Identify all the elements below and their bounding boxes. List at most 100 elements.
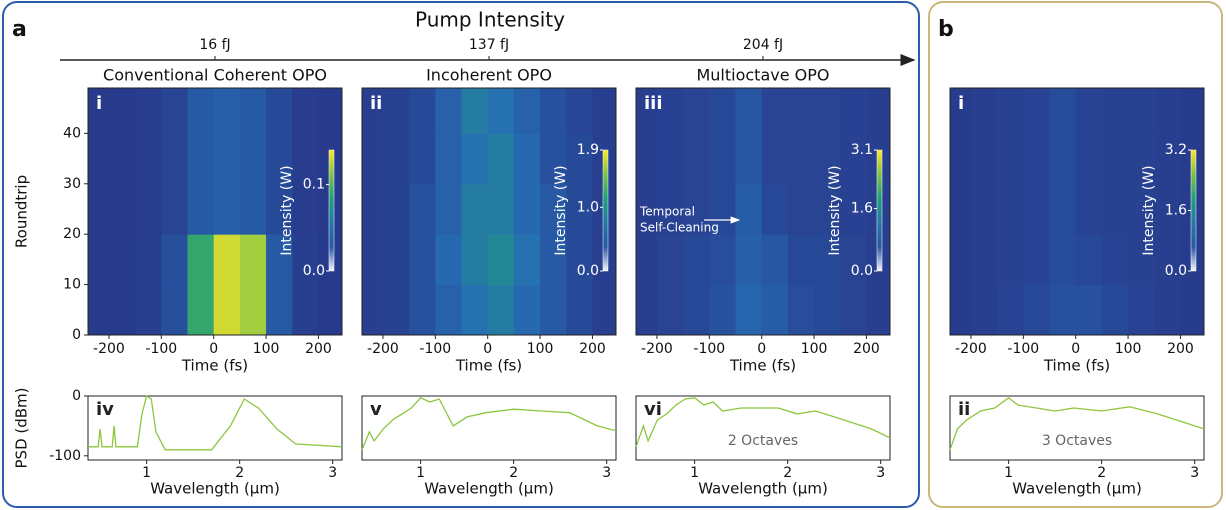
heatmap-cell — [636, 88, 658, 134]
heatmap-cell — [435, 88, 463, 134]
heatmap-cell — [88, 133, 110, 185]
heatmap-cell — [540, 234, 567, 286]
x-tick-label: 2 — [235, 465, 244, 481]
heatmap-cell — [997, 234, 1024, 286]
heatmap-cell — [1154, 183, 1181, 235]
heatmap-cell — [566, 88, 593, 134]
heatmap-cell — [656, 88, 684, 134]
heatmap-cell — [435, 234, 463, 286]
panel-label: ii — [370, 93, 382, 114]
x-tick-label: 200 — [579, 341, 606, 357]
x-tick-label: 2 — [783, 465, 792, 481]
heatmap-cell — [814, 133, 841, 185]
heatmap-cell — [461, 234, 489, 286]
heatmap-cell — [814, 234, 841, 286]
heatmap-cell — [266, 284, 293, 335]
colorbar-tick-label: 1.9 — [577, 142, 599, 158]
heatmap-cell — [656, 183, 684, 235]
heatmap-cell — [840, 88, 867, 134]
pump-level-label: 16 fJ — [199, 37, 230, 53]
heatmap-cell — [187, 284, 215, 335]
heatmap-cell — [840, 183, 867, 235]
heatmap-cell — [950, 284, 972, 335]
panel-label: vi — [644, 399, 662, 420]
y-axis-label: Roundtrip — [13, 175, 31, 248]
heatmap-cell — [1023, 88, 1051, 134]
heatmap-cell — [382, 133, 410, 185]
heatmap-cell — [487, 284, 515, 335]
heatmap-cell — [213, 133, 241, 185]
heatmap-cell — [1180, 88, 1204, 134]
x-tick-label: 100 — [527, 341, 554, 357]
panel-letter: a — [12, 17, 27, 42]
x-tick-label: 200 — [853, 341, 880, 357]
x-axis-label: Wavelength (µm) — [150, 480, 280, 498]
x-tick-label: 0 — [757, 341, 766, 357]
heatmap-cell — [970, 133, 998, 185]
heatmap-cell — [409, 284, 436, 335]
heatmap-cell — [814, 284, 841, 335]
panel-label: v — [370, 399, 382, 420]
plot-frame — [87, 87, 343, 336]
colorbar-tick-label: 3.2 — [1165, 142, 1187, 158]
heatmap-cell — [1180, 284, 1204, 335]
heatmap-cell — [970, 183, 998, 235]
x-axis-label: Time (fs) — [181, 357, 248, 375]
heatmap-cell — [461, 88, 489, 134]
heatmap-cell — [866, 88, 890, 134]
x-axis-label: Wavelength (µm) — [424, 480, 554, 498]
heatmap-cell — [409, 133, 436, 185]
heatmap-cell — [187, 133, 215, 185]
heatmap-cell — [761, 284, 789, 335]
panel-label: iii — [644, 93, 663, 114]
heatmap-cell — [409, 183, 436, 235]
heatmap-cell — [318, 88, 342, 134]
plot-frame — [361, 87, 617, 336]
heatmap-cell — [292, 88, 319, 134]
heatmap-cell — [1023, 234, 1051, 286]
chart-title: Multioctave OPO — [696, 66, 829, 85]
heatmap-cell — [461, 284, 489, 335]
colorbar-label: Intensity (W) — [827, 165, 843, 255]
heatmap-cell — [997, 133, 1024, 185]
x-tick-label: -100 — [419, 341, 451, 357]
heatmap-cell — [1101, 133, 1129, 185]
x-tick-label: 200 — [1167, 341, 1194, 357]
heatmap-cell — [950, 183, 972, 235]
spectrum-line — [361, 397, 617, 451]
heatmap-cell — [840, 133, 867, 185]
x-axis-label: Time (fs) — [729, 357, 796, 375]
heatmap-cell — [761, 133, 789, 185]
heatmap-cell — [187, 88, 215, 134]
heatmap-cell — [409, 88, 436, 134]
heatmap-cell — [709, 133, 737, 185]
y-tick-label: 10 — [63, 277, 81, 293]
colorbar — [876, 149, 883, 272]
heatmap-cell — [266, 88, 293, 134]
heatmap-cell — [1128, 284, 1155, 335]
y-axis-label: PSD (dBm) — [13, 387, 31, 468]
colorbar-tick-label: 3.1 — [851, 142, 873, 158]
panel-b-frame — [928, 1, 1223, 508]
plot-frame — [949, 395, 1205, 461]
heatmap-cell — [487, 133, 515, 185]
heatmap-cell — [1075, 133, 1103, 185]
heatmap-cell — [88, 234, 110, 286]
heatmap-cell — [1023, 284, 1051, 335]
heatmap-cell — [239, 234, 267, 286]
heatmap-cell — [513, 88, 541, 134]
spectrum-line — [949, 396, 1205, 451]
annotation: 2 Octaves — [728, 433, 798, 449]
heatmap-cell — [409, 234, 436, 286]
x-tick-label: -200 — [955, 341, 987, 357]
heatmap-cell — [187, 234, 215, 286]
x-axis-label: Wavelength (µm) — [698, 480, 828, 498]
heatmap-cell — [761, 183, 789, 235]
heatmap-cell — [636, 183, 658, 235]
heatmap-cell — [362, 234, 384, 286]
heatmap-cell — [513, 284, 541, 335]
heatmap-cell — [1023, 133, 1051, 185]
heatmap-cell — [435, 183, 463, 235]
colorbar-tick-label: 1.6 — [1165, 203, 1187, 219]
heatmap-cell — [266, 234, 293, 286]
